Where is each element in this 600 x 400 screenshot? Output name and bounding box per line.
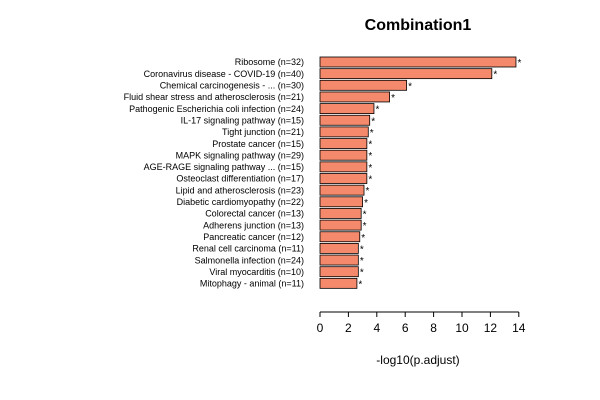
bar: [319, 103, 375, 114]
x-tick-label: 12: [484, 321, 498, 335]
significance-marker: *: [368, 140, 372, 151]
x-tick-label: 2: [345, 321, 352, 335]
category-label: Renal cell carcinoma (n=11): [192, 244, 304, 254]
significance-marker: *: [360, 256, 364, 267]
significance-marker: *: [370, 128, 374, 139]
category-label: Ribosome (n=32): [235, 57, 304, 67]
category-label: IL-17 signaling pathway (n=15): [181, 115, 304, 125]
category-label: Coronavirus disease - COVID-19 (n=40): [144, 69, 304, 79]
category-label: Salmonella infection (n=24): [195, 255, 304, 265]
category-label: Adherens junction (n=13): [203, 220, 304, 230]
significance-marker: *: [408, 81, 412, 92]
bar: [319, 56, 517, 68]
category-label: Viral myocarditis (n=10): [209, 267, 304, 277]
significance-marker: *: [360, 268, 364, 279]
x-tick-label: 14: [512, 321, 526, 335]
significance-marker: *: [364, 198, 368, 209]
category-label: Colorectal cancer (n=13): [205, 209, 304, 219]
bars-layer: [319, 56, 517, 289]
significance-markers-layer: ********************: [358, 58, 521, 290]
bar: [319, 149, 368, 161]
category-label: Fluid shear stress and atherosclerosis (…: [124, 92, 304, 102]
category-label: Diabetic cardiomyopathy (n=22): [177, 197, 304, 207]
bar: [319, 126, 369, 138]
bar: [319, 91, 390, 103]
x-tick-label: 8: [430, 321, 437, 335]
bar: [319, 219, 362, 231]
significance-marker: *: [360, 244, 364, 255]
category-label: Tight junction (n=21): [222, 127, 304, 137]
significance-marker: *: [368, 175, 372, 186]
x-tick-label: 0: [317, 321, 324, 335]
x-axis-title: -log10(p.adjust): [376, 353, 459, 367]
significance-marker: *: [493, 70, 497, 81]
significance-marker: *: [368, 163, 372, 174]
significance-marker: *: [358, 279, 362, 290]
significance-marker: *: [363, 221, 367, 232]
category-label: Chemical carcinogenesis - ... (n=30): [160, 81, 304, 91]
category-label: Osteoclast differentiation (n=17): [176, 174, 304, 184]
bar: [319, 79, 408, 91]
bar: [319, 277, 358, 289]
category-label: Lipid and atherosclerosis (n=23): [176, 185, 304, 195]
x-tick-label: 6: [402, 321, 409, 335]
category-labels-layer: Ribosome (n=32) Coronavirus disease - COV…: [124, 57, 304, 288]
bar: [319, 242, 359, 254]
bar: [319, 138, 368, 149]
x-tick-label: 10: [455, 321, 469, 335]
bar: [319, 196, 363, 208]
bar: [319, 184, 365, 196]
chart-title: Combination1: [365, 17, 472, 34]
category-label: AGE-RAGE signaling pathway ... (n=15): [144, 162, 304, 172]
significance-marker: *: [391, 93, 395, 104]
x-axis: 0 2 4 6 8 10 12 14: [317, 311, 526, 335]
category-label: MAPK signaling pathway (n=29): [176, 150, 304, 160]
bar: [319, 231, 361, 243]
bar: [319, 161, 368, 173]
significance-marker: *: [363, 209, 367, 220]
significance-marker: *: [371, 116, 375, 127]
significance-marker: *: [361, 233, 365, 244]
category-label: Mitophagy - animal (n=11): [200, 279, 304, 289]
x-tick-label: 4: [373, 321, 380, 335]
bar: [319, 208, 362, 219]
category-label: Prostate cancer (n=15): [212, 139, 304, 149]
bar: [319, 68, 493, 80]
significance-marker: *: [517, 58, 521, 69]
bar: [319, 254, 359, 266]
significance-marker: *: [375, 105, 379, 116]
category-label: Pathogenic Escherichia coli infection (n…: [129, 104, 304, 114]
category-label: Pancreatic cancer (n=12): [203, 232, 304, 242]
bar: [319, 114, 371, 126]
significance-marker: *: [366, 186, 370, 197]
significance-marker: *: [368, 151, 372, 162]
bar: [319, 173, 368, 184]
bar: [319, 266, 359, 278]
